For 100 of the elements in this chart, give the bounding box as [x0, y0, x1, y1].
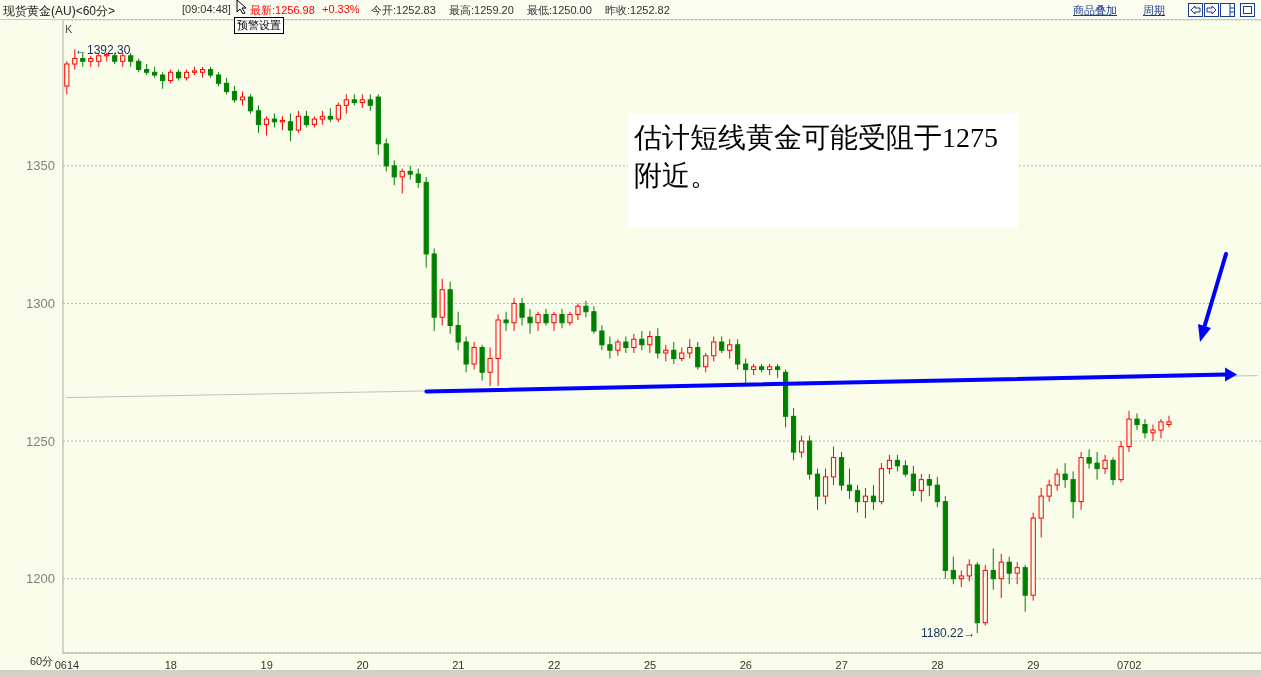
candlestick [463, 336, 469, 373]
text: 昨收:1252.82 [605, 3, 670, 18]
candlestick [471, 341, 477, 371]
x-tick-label: 25 [643, 658, 657, 671]
candlestick [72, 48, 78, 71]
candlestick [990, 547, 996, 591]
candlestick [263, 115, 270, 137]
x-tick-label: 20 [356, 658, 369, 671]
candlestick [1134, 413, 1140, 431]
candlestick [1046, 479, 1052, 503]
candlestick [671, 341, 677, 365]
x-tick-label: 26 [739, 658, 752, 671]
candlestick [295, 110, 302, 134]
annotation: ←1392.30 [74, 42, 131, 57]
text: 最高:1259.20 [449, 3, 514, 18]
text: 60分 [30, 654, 54, 669]
candlestick [1102, 454, 1108, 475]
annotation: K [65, 23, 73, 35]
candlestick [551, 311, 557, 332]
candlestick [934, 476, 940, 508]
candlestick [519, 297, 525, 326]
candlestick [415, 168, 421, 189]
y-tick-label: 1350 [26, 158, 55, 174]
candlestick [1150, 424, 1156, 442]
candlestick [287, 113, 294, 142]
candlestick [255, 104, 262, 134]
candlestick [918, 473, 924, 503]
x-tick-label: 0702 [1116, 658, 1142, 671]
candlestick [735, 338, 741, 371]
candlestick [527, 308, 533, 335]
candlestick [503, 311, 509, 332]
candlestick [647, 330, 653, 354]
y-tick-label: 1250 [26, 433, 55, 449]
candlestick [487, 347, 493, 387]
candlestick [910, 465, 916, 497]
candlestick [950, 556, 956, 585]
candlestick [655, 327, 661, 360]
candlestick [591, 305, 597, 335]
candlestick [343, 93, 349, 115]
candlestick [966, 558, 972, 582]
candlestick [623, 336, 629, 354]
candlestick [846, 468, 853, 500]
candlestick [559, 308, 565, 329]
candlestick [575, 302, 581, 321]
candlestick [998, 553, 1004, 599]
candlestick [1070, 470, 1076, 519]
candlestick [247, 93, 254, 115]
candlestick [814, 468, 821, 511]
candlestick [862, 487, 869, 519]
candlestick [695, 341, 701, 371]
candlestick [798, 435, 805, 459]
text: 商品叠加 [1073, 3, 1117, 18]
candlestick [607, 336, 613, 360]
candlestick [711, 336, 717, 362]
candlestick [703, 352, 709, 373]
candlestick [687, 338, 693, 360]
candlestick [511, 297, 517, 332]
candlestick [383, 137, 389, 172]
annotation: 预警设置 [234, 17, 284, 34]
annotation: 1180.22→ [920, 626, 976, 641]
candlestick [886, 454, 893, 475]
candlestick [1110, 457, 1116, 486]
candlestick [399, 168, 405, 194]
text: +0.33% [322, 3, 360, 15]
candlestick [1038, 487, 1044, 538]
candlestick [830, 446, 837, 486]
x-tick-label: 19 [260, 658, 273, 671]
candlestick [870, 484, 877, 511]
x-tick-label: 21 [452, 658, 465, 671]
chart-title: 现货黄金(AU)<60分> [3, 3, 116, 20]
candlestick [599, 324, 605, 351]
candlestick [822, 468, 829, 505]
x-tick-label: 29 [1027, 658, 1040, 671]
x-tick-label: 18 [164, 658, 177, 671]
candlestick [1086, 448, 1092, 470]
candlestick [1006, 556, 1012, 585]
candlestick [583, 300, 589, 318]
y-tick-label: 1200 [26, 571, 55, 587]
text: 周期 [1143, 3, 1165, 18]
candlestick [1142, 418, 1148, 439]
x-tick-label: 22 [548, 658, 561, 671]
text: 最低:1250.00 [527, 3, 592, 18]
candlestick [1014, 561, 1020, 585]
candlestick [926, 473, 932, 497]
candlestick [1158, 418, 1164, 439]
candlestick [391, 159, 397, 186]
x-tick-label: 28 [931, 658, 944, 671]
y-tick-label: 1300 [26, 296, 55, 312]
candlestick [1094, 451, 1100, 481]
candlestick [743, 358, 749, 384]
candlestick [639, 330, 645, 351]
candlestick [1166, 415, 1172, 428]
text: 今开:1252.83 [371, 3, 436, 18]
candlestick [535, 311, 541, 332]
candlestick [727, 338, 733, 360]
annotation: 估计短线黄金可能受阻于1275附近。 [628, 113, 1018, 228]
candlestick [631, 333, 637, 354]
candlestick [335, 102, 341, 123]
text: 最新:1256.98 [250, 3, 315, 18]
candlestick [1062, 462, 1068, 489]
